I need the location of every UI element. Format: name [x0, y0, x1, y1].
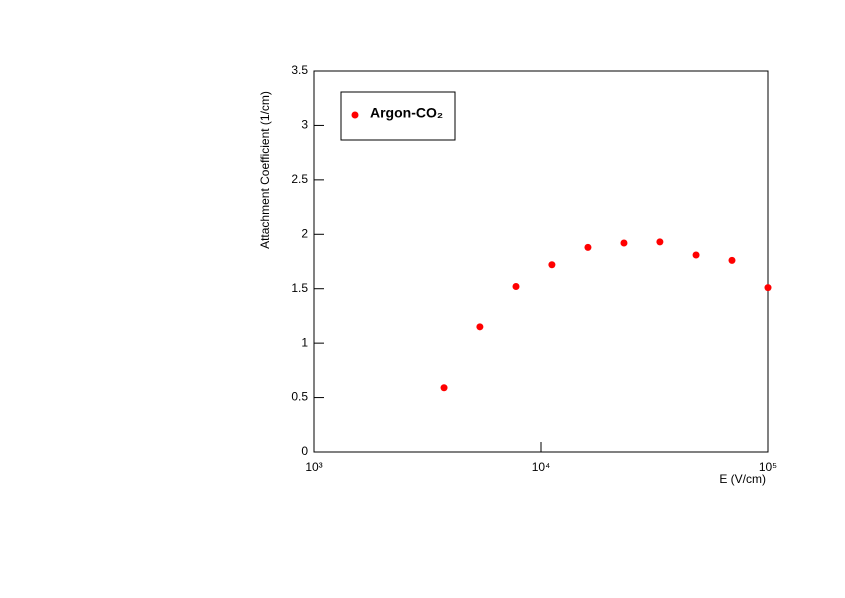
y-tick-label: 3.5 [291, 63, 308, 77]
y-tick-label: 0 [301, 444, 308, 458]
x-tick-label: 10⁴ [532, 460, 551, 474]
legend-box [340, 91, 456, 141]
x-tick-label: 10³ [305, 460, 322, 474]
point [620, 239, 628, 247]
point [728, 256, 736, 264]
point [584, 243, 592, 251]
point [764, 284, 772, 292]
y-tick-label: 1.5 [291, 281, 308, 295]
y-tick-label: 2.5 [291, 172, 308, 186]
point [656, 238, 664, 246]
x-axis-title: E (V/cm) [719, 472, 766, 486]
point [692, 251, 700, 259]
point [512, 283, 520, 291]
y-tick-label: 3 [301, 118, 308, 132]
legend-marker [351, 111, 359, 119]
y-axis-title: Attachment Coefficient (1/cm) [258, 91, 272, 249]
point [440, 384, 448, 392]
y-tick-label: 1 [301, 335, 308, 349]
y-tick-label: 2 [301, 226, 308, 240]
y-tick-label: 0.5 [291, 390, 308, 404]
legend-label: Argon-CO₂ [370, 105, 443, 121]
point [476, 323, 484, 331]
point [548, 261, 556, 269]
x-tick-label: 10⁵ [759, 460, 777, 474]
